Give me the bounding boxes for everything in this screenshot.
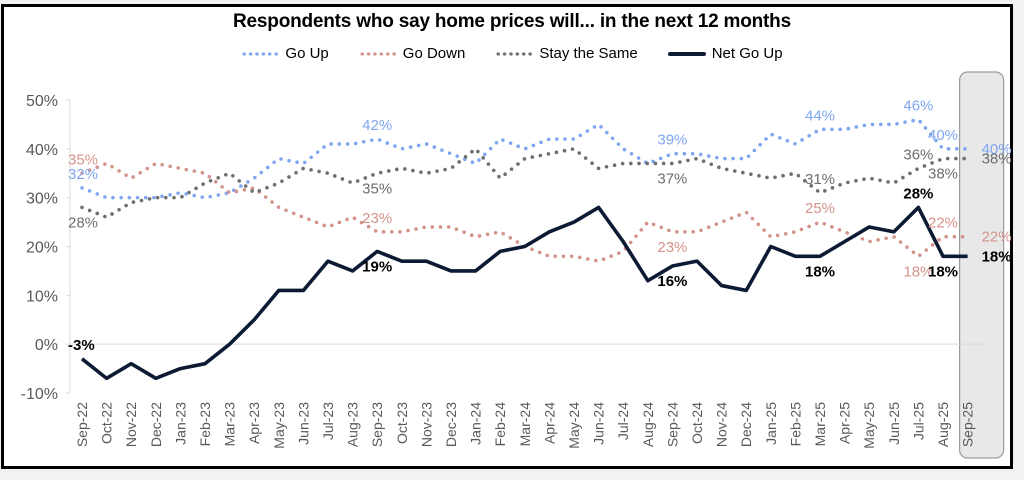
data-label: 44%	[805, 107, 835, 124]
x-tick-label: Feb-25	[787, 402, 803, 447]
legend-swatch	[358, 51, 397, 56]
legend-swatch	[495, 51, 534, 56]
legend-label: Go Up	[285, 45, 329, 62]
data-label: 35%	[68, 151, 98, 168]
legend-label: Net Go Up	[711, 45, 783, 62]
x-tick-label: Jan-24	[468, 402, 484, 445]
x-tick-label: Nov-23	[418, 402, 434, 447]
data-label: 40%	[982, 141, 1012, 158]
x-tick-label: May-25	[861, 402, 877, 449]
x-tick-label: Apr-23	[246, 402, 262, 444]
series-line-net-go-up	[80, 205, 968, 381]
x-tick-label: Aug-25	[935, 402, 951, 447]
x-tick-label: Oct-22	[99, 402, 115, 444]
data-label: 36%	[903, 146, 933, 163]
x-tick-label: Apr-25	[837, 402, 853, 444]
x-tick-label: Mar-25	[812, 402, 828, 447]
x-tick-label: Jan-25	[763, 402, 779, 445]
data-label: 39%	[657, 132, 687, 149]
data-label: 35%	[362, 180, 392, 197]
series-line-stay-the-same	[80, 147, 970, 219]
chart-frame	[1, 4, 1013, 469]
x-tick-label: Jul-24	[615, 402, 631, 440]
legend-item: Stay the Same	[495, 45, 638, 62]
x-tick-label: Mar-23	[222, 402, 238, 447]
data-label: 19%	[362, 258, 392, 275]
series-line-go-up	[80, 117, 970, 200]
y-tick-label: 30%	[26, 191, 58, 208]
data-label: 22%	[982, 229, 1012, 246]
data-label: 46%	[903, 98, 933, 115]
y-tick-label: 20%	[26, 240, 58, 257]
x-tick-label: Nov-24	[714, 402, 730, 447]
y-tick-label: 40%	[26, 142, 58, 159]
data-label: -3%	[68, 337, 95, 354]
x-tick-label: Dec-22	[148, 402, 164, 447]
data-label: 31%	[805, 171, 835, 188]
data-label: 25%	[805, 200, 835, 217]
chart-title: Respondents who say home prices will... …	[233, 11, 791, 32]
data-label: 18%	[982, 248, 1012, 265]
x-tick-label: Aug-23	[345, 402, 361, 447]
x-tick-label: Jun-24	[591, 402, 607, 445]
y-tick-label: -10%	[21, 386, 58, 403]
data-label: 42%	[362, 117, 392, 134]
x-tick-label: Sep-23	[369, 402, 385, 447]
x-tick-label: Jul-25	[910, 402, 926, 440]
x-tick-label: Dec-24	[738, 402, 754, 447]
x-tick-label: Apr-24	[541, 402, 557, 444]
legend-item: Net Go Up	[667, 45, 783, 62]
x-tick-label: Oct-24	[689, 402, 705, 444]
data-label: 32%	[68, 166, 98, 183]
x-tick-label: Sep-24	[664, 402, 680, 447]
data-label: 28%	[68, 214, 98, 231]
data-label: 38%	[928, 166, 958, 183]
y-tick-label: 10%	[26, 288, 58, 305]
legend-item: Go Down	[358, 45, 466, 62]
legend-swatch	[241, 51, 280, 56]
legend-swatch	[667, 51, 706, 56]
x-tick-label: Jun-25	[886, 402, 902, 445]
x-tick-label: Sep-22	[74, 402, 90, 447]
x-tick-label: May-24	[566, 402, 582, 449]
y-tick-label: 50%	[26, 93, 58, 110]
legend-item: Go Up	[241, 45, 329, 62]
data-label: 23%	[657, 239, 687, 256]
chart-legend: Go Up Go Down Stay the Same Net Go Up	[0, 45, 1024, 62]
highlight-box	[958, 71, 1005, 459]
x-tick-label: Nov-22	[123, 402, 139, 447]
legend-label: Stay the Same	[539, 45, 638, 62]
x-tick-label: Aug-24	[640, 402, 656, 447]
x-tick-label: Jul-23	[320, 402, 336, 440]
data-label: 37%	[657, 170, 687, 187]
data-label: 23%	[362, 210, 392, 227]
x-tick-label: Jan-23	[172, 402, 188, 445]
data-label: 22%	[928, 215, 958, 232]
x-tick-label: Feb-23	[197, 402, 213, 447]
legend-label: Go Down	[402, 45, 466, 62]
x-tick-label: Jun-23	[295, 402, 311, 445]
data-label: 18%	[805, 263, 835, 280]
x-tick-label: Sep-25	[960, 402, 976, 447]
y-tick-label: 0%	[35, 337, 58, 354]
data-label: 18%	[928, 263, 958, 280]
data-label: 28%	[903, 185, 933, 202]
x-tick-label: Oct-23	[394, 402, 410, 444]
data-label: 38%	[982, 151, 1012, 168]
data-label: 18%	[903, 263, 933, 280]
x-tick-label: Dec-23	[443, 402, 459, 447]
x-tick-label: May-23	[271, 402, 287, 449]
x-tick-label: Mar-24	[517, 402, 533, 447]
data-label: 40%	[928, 127, 958, 144]
data-label: 16%	[657, 273, 687, 290]
x-tick-label: Feb-24	[492, 402, 508, 447]
